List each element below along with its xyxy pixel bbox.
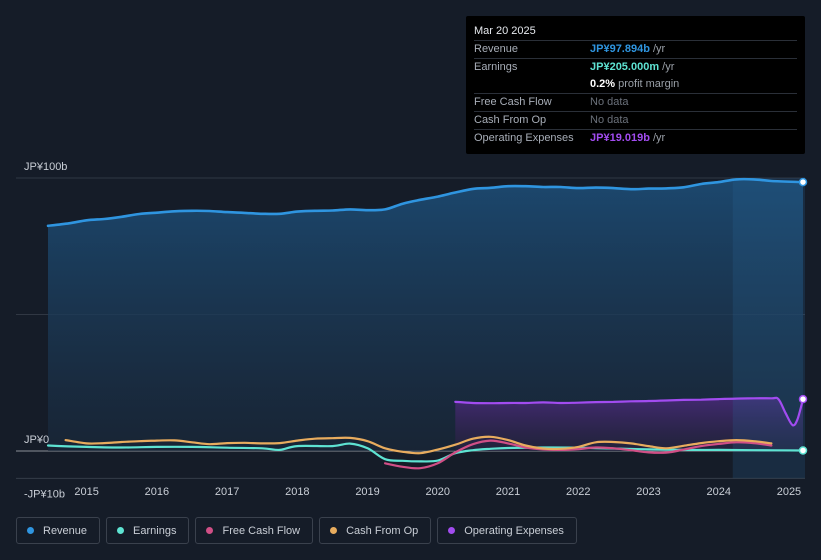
x-tick-label: 2023 xyxy=(636,486,660,498)
x-axis-labels: 2015 2016 2017 2018 2019 2020 2021 2022 2023 2024… xyxy=(74,486,801,498)
revenue-end-point xyxy=(798,177,808,187)
tooltip-value: JP¥205.000m xyxy=(590,61,660,73)
x-tick-label: 2025 xyxy=(777,486,801,498)
tooltip-label: Cash From Op xyxy=(474,114,547,126)
y-tick-label: JP¥100b xyxy=(24,161,67,173)
legend-item-free-cash-flow[interactable]: Free Cash Flow xyxy=(195,517,314,544)
x-tick-label: 2020 xyxy=(426,486,450,498)
legend: Revenue Earnings Free Cash Flow Cash Fro… xyxy=(16,517,577,544)
tooltip-value: No data xyxy=(590,114,629,126)
tooltip-value: 0.2% xyxy=(590,78,616,90)
legend-label: Revenue xyxy=(43,524,88,537)
forecast-shade xyxy=(732,178,805,479)
tooltip-row-cash-from-op: Cash From Op No data xyxy=(474,111,797,129)
tooltip-date: Mar 20 2025 xyxy=(474,25,536,37)
series-lines xyxy=(46,177,808,470)
tooltip-label xyxy=(474,76,590,93)
tooltip-label: Earnings xyxy=(474,61,518,73)
operating-expenses-area xyxy=(455,397,803,451)
revenue-dot-icon xyxy=(27,527,34,534)
tooltip-value: No data xyxy=(590,96,629,108)
x-tick-label: 2016 xyxy=(145,486,169,498)
tooltip-row-margin: 0.2% profit margin xyxy=(474,76,797,93)
tooltip-row-revenue: Revenue JP¥97.894b /yr xyxy=(474,40,797,58)
x-tick-label: 2024 xyxy=(706,486,730,498)
tooltip-suffix: /yr xyxy=(649,43,666,55)
y-tick-label: JP¥0 xyxy=(24,434,49,446)
cash-from-op-line xyxy=(64,435,773,455)
tooltip-label: Revenue xyxy=(474,43,519,55)
revenue-line xyxy=(46,177,805,228)
x-tick-label: 2018 xyxy=(285,486,309,498)
x-tick-label: 2019 xyxy=(355,486,379,498)
x-tick-label: 2021 xyxy=(496,486,520,498)
tooltip-row-operating-expenses: Operating Expenses JP¥19.019b /yr xyxy=(474,129,797,147)
tooltip-suffix: /yr xyxy=(649,132,666,144)
legend-item-revenue[interactable]: Revenue xyxy=(16,517,101,544)
free-cash-flow-dot-icon xyxy=(206,527,214,534)
tooltip-value: JP¥19.019b xyxy=(590,132,650,144)
earnings-dot-icon xyxy=(117,527,125,534)
tooltip-row-earnings: Earnings JP¥205.000m /yr xyxy=(474,58,797,76)
tooltip-value: JP¥97.894b xyxy=(590,43,650,55)
revenue-area xyxy=(48,179,803,451)
legend-label: Cash From Op xyxy=(346,524,419,537)
legend-item-operating-expenses[interactable]: Operating Expenses xyxy=(437,517,577,544)
x-tick-label: 2017 xyxy=(215,486,239,498)
earnings-end-point xyxy=(798,446,808,455)
tooltip-label: Operating Expenses xyxy=(474,132,574,144)
operating-expenses-end-point xyxy=(798,394,808,404)
tooltip-label: Free Cash Flow xyxy=(474,96,552,108)
operating-expenses-line xyxy=(454,396,805,427)
legend-item-earnings[interactable]: Earnings xyxy=(106,517,190,544)
x-tick-label: 2022 xyxy=(566,486,590,498)
legend-label: Free Cash Flow xyxy=(222,524,301,537)
x-tick-label: 2015 xyxy=(74,486,98,498)
earnings-line xyxy=(46,442,805,463)
tooltip-row-free-cash-flow: Free Cash Flow No data xyxy=(474,93,797,111)
free-cash-flow-line xyxy=(384,439,773,470)
tooltip-suffix: profit margin xyxy=(615,78,680,90)
series-areas xyxy=(48,179,803,451)
y-tick-label: -JP¥10b xyxy=(24,488,65,500)
tooltip-suffix: /yr xyxy=(659,61,675,73)
tooltip-panel: Mar 20 2025 Revenue JP¥97.894b /yr Earni… xyxy=(466,16,805,154)
legend-item-cash-from-op[interactable]: Cash From Op xyxy=(319,517,432,544)
operating-expenses-dot-icon xyxy=(448,527,456,534)
cash-from-op-dot-icon xyxy=(330,527,338,534)
legend-label: Operating Expenses xyxy=(464,524,564,537)
legend-label: Earnings xyxy=(133,524,177,537)
y-axis-labels: JP¥100b JP¥0 -JP¥10b xyxy=(24,161,67,500)
